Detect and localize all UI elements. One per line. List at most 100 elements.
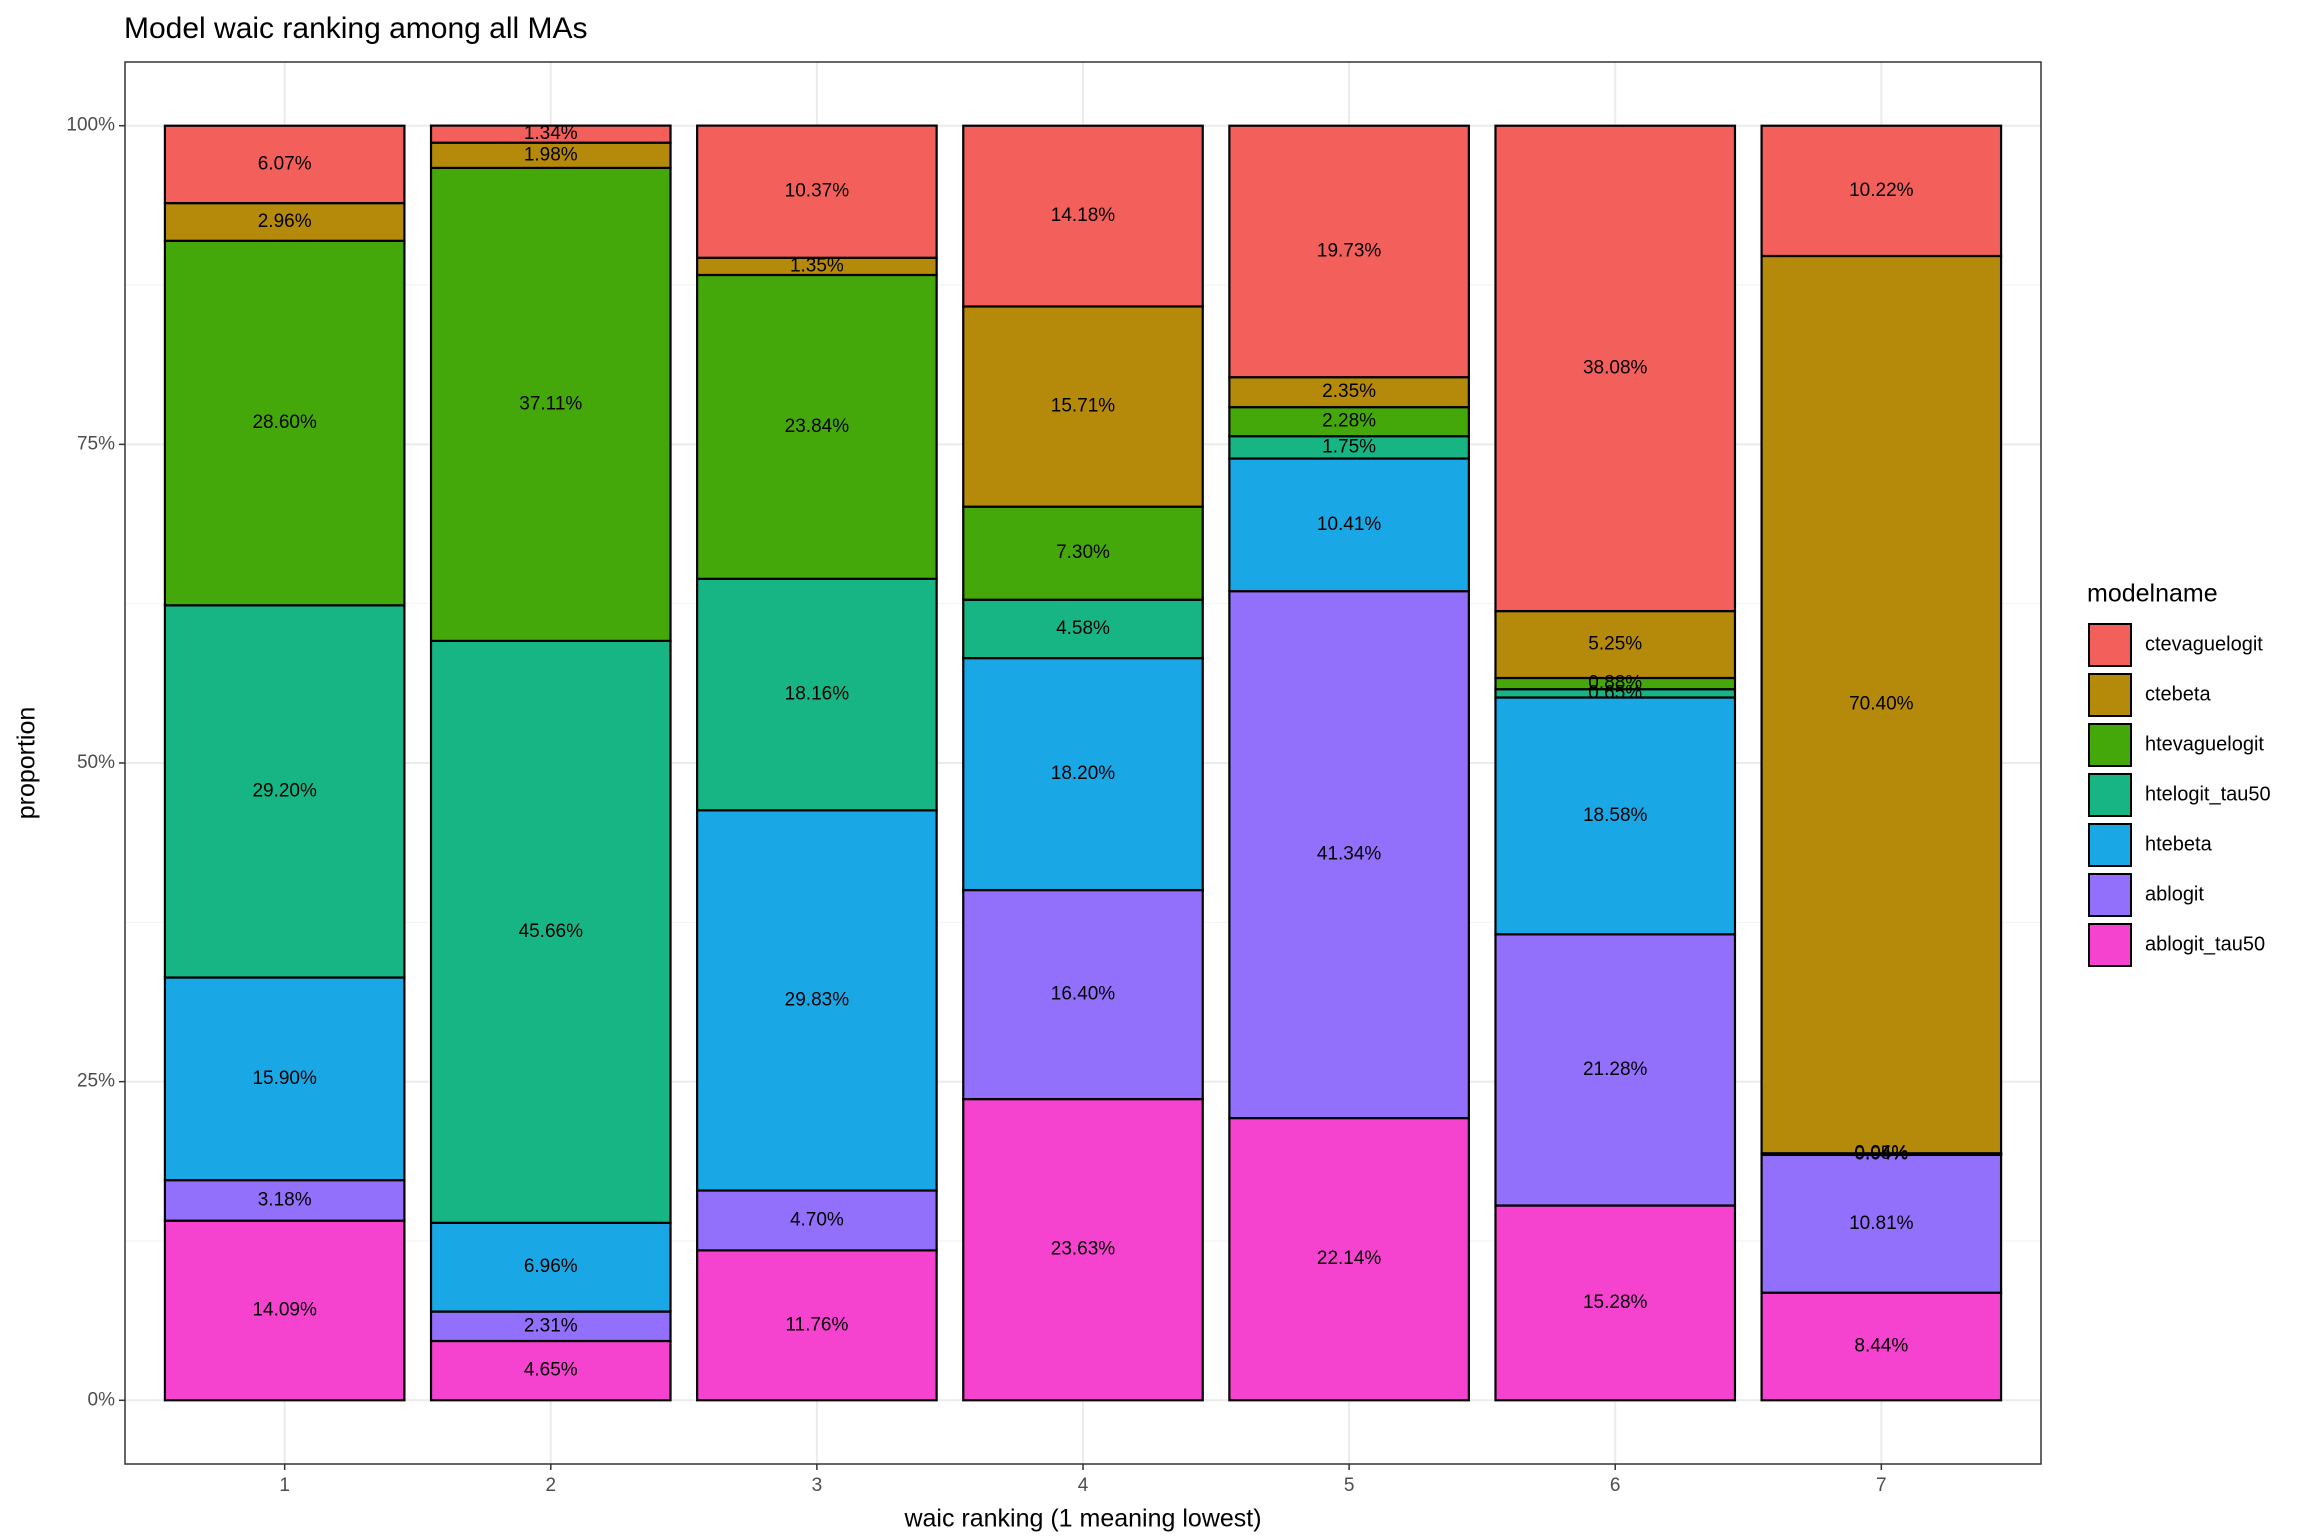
chart-title: Model waic ranking among all MAs: [124, 12, 588, 45]
legend-key: [2088, 623, 2132, 667]
data-label: 10.41%: [1317, 514, 1382, 535]
data-label: 2.35%: [1322, 381, 1376, 402]
data-label: 0.05%: [1854, 1143, 1908, 1164]
y-tick-label: 75%: [77, 433, 115, 454]
data-label: 41.34%: [1317, 844, 1382, 865]
data-label: 6.96%: [524, 1256, 578, 1277]
data-label: 10.22%: [1849, 180, 1914, 201]
legend-label: htelogit_tau50: [2145, 783, 2271, 805]
data-label: 18.58%: [1583, 805, 1648, 826]
bar-segment: [1228, 406, 1470, 438]
data-label: 10.37%: [785, 181, 850, 202]
legend-key: [2088, 873, 2132, 917]
bar-segment: [429, 124, 672, 144]
legend-label: htebeta: [2145, 833, 2213, 855]
bar-segment: [1494, 696, 1737, 936]
data-label: 19.73%: [1317, 240, 1382, 261]
data-label: 29.83%: [785, 989, 850, 1010]
y-axis-title: proportion: [13, 707, 41, 820]
legend-label: ablogit: [2145, 883, 2204, 905]
data-label: 23.63%: [1051, 1239, 1116, 1260]
bar-segment: [163, 201, 406, 242]
bar-segment: [1760, 1153, 2003, 1294]
data-label: 18.20%: [1051, 763, 1116, 784]
bar-segment: [163, 604, 406, 979]
bar-segment: [962, 657, 1204, 892]
bar-segment: [962, 1097, 1204, 1402]
bar-segment: [1228, 590, 1470, 1120]
data-label: 14.18%: [1051, 205, 1116, 226]
data-label: 16.40%: [1051, 984, 1116, 1005]
data-label: 2.28%: [1322, 411, 1376, 432]
panel-border: [124, 61, 2042, 1465]
data-label: 45.66%: [519, 921, 584, 942]
bar-segment: [163, 976, 406, 1182]
bar-segment: [696, 273, 938, 580]
bar-segment: [1228, 1116, 1470, 1402]
legend-label: ablogit_tau50: [2145, 933, 2265, 955]
bar-segment: [1228, 124, 1470, 379]
data-label: 11.76%: [785, 1314, 848, 1335]
legend-key: [2088, 773, 2132, 817]
y-tick-label: 0%: [88, 1389, 116, 1410]
data-label: 15.71%: [1051, 396, 1116, 417]
bar-segment: [163, 124, 406, 205]
data-label: 6.07%: [258, 153, 312, 174]
data-label: 38.08%: [1583, 357, 1648, 378]
bar-segment: [696, 1249, 938, 1402]
data-label: 1.34%: [524, 123, 578, 144]
y-tick-label: 25%: [77, 1071, 115, 1092]
bar-segment: [429, 639, 672, 1224]
legend-key: [2088, 723, 2132, 767]
data-label: 23.84%: [785, 416, 850, 437]
bar-segment: [163, 1179, 406, 1222]
data-label: 8.44%: [1854, 1336, 1908, 1357]
x-tick-label: 6: [1610, 1475, 1621, 1496]
data-label: 0.04%: [1854, 1144, 1908, 1165]
x-tick-label: 3: [812, 1475, 823, 1496]
x-tick-label: 2: [545, 1475, 556, 1496]
data-label: 0.88%: [1588, 673, 1642, 694]
bar-segment: [163, 239, 406, 607]
data-label: 29.20%: [252, 780, 317, 801]
bar-segment: [1760, 1291, 2003, 1402]
data-label: 15.90%: [252, 1068, 317, 1089]
legend-title: modelname: [2087, 580, 2218, 608]
bar-segment: [1228, 376, 1470, 409]
bar-segment: [962, 124, 1204, 308]
data-label: 1.75%: [1322, 436, 1376, 457]
bar-segment: [429, 166, 672, 642]
x-tick-label: 5: [1344, 1475, 1355, 1496]
data-label: 5.25%: [1588, 634, 1642, 655]
bar-segment: [1494, 1204, 1737, 1402]
data-label: 3.18%: [258, 1189, 312, 1210]
data-label: 22.14%: [1317, 1248, 1382, 1269]
data-label: 1.98%: [524, 144, 578, 165]
legend-label: ctebeta: [2145, 683, 2211, 705]
y-tick-label: 50%: [77, 752, 115, 773]
bar-segment: [1760, 124, 2003, 258]
bar-segment: [696, 124, 938, 259]
legend-key: [2088, 923, 2132, 967]
legend-label: htevaguelogit: [2145, 733, 2264, 755]
bar-segment: [1494, 124, 1737, 613]
x-tick-label: 4: [1078, 1475, 1089, 1496]
legend-key: [2088, 673, 2132, 717]
data-label: 0.04%: [1854, 1143, 1908, 1164]
bar-segment: [962, 888, 1204, 1101]
data-label: 0.65%: [1588, 682, 1642, 703]
x-tick-label: 1: [279, 1475, 290, 1496]
data-label: 1.35%: [790, 255, 844, 276]
legend-label: ctevaguelogit: [2145, 633, 2263, 655]
y-tick-label: 100%: [66, 115, 115, 136]
x-axis-title: waic ranking (1 meaning lowest): [903, 1505, 1261, 1533]
data-label: 14.09%: [252, 1299, 317, 1320]
legend-key: [2088, 823, 2132, 867]
data-label: 28.60%: [252, 412, 317, 433]
x-tick-label: 7: [1876, 1475, 1887, 1496]
bar-segment: [696, 809, 938, 1192]
data-label: 2.31%: [524, 1315, 578, 1336]
bar-segment: [1228, 457, 1470, 593]
